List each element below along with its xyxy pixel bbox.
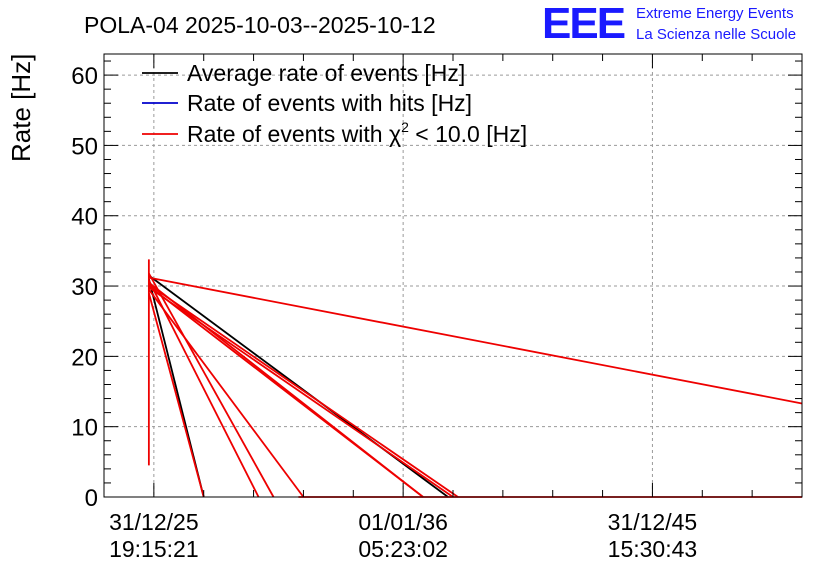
x-tick-label-time: 05:23:02 (358, 536, 448, 562)
y-axis-label: Rate [Hz] (6, 54, 36, 162)
grid-lines (104, 54, 802, 497)
series-2-segment (148, 283, 459, 498)
series-2-segment (148, 292, 205, 498)
y-tick-label: 30 (71, 274, 98, 301)
y-tick-label: 20 (71, 344, 98, 371)
series-2-segment (148, 280, 260, 498)
x-tick-label-time: 19:15:21 (109, 536, 199, 562)
x-tick-label-date: 01/01/36 (358, 509, 448, 535)
y-tick-label: 10 (71, 415, 98, 442)
eee-logo: EEE Extreme Energy Events La Scienza nel… (542, 0, 796, 48)
series-2-segment (148, 285, 424, 498)
y-tick-label: 40 (71, 204, 98, 231)
x-tick-label-time: 15:30:43 (608, 536, 698, 562)
y-tick-label: 60 (71, 63, 98, 90)
series-2-segment (148, 289, 305, 498)
x-tick-label-date: 31/12/25 (109, 509, 199, 535)
series-2-segment (148, 276, 803, 405)
legend: Average rate of events [Hz] Rate of event… (142, 60, 527, 147)
series-2-segment (148, 272, 275, 498)
eee-logo-mark: EEE (542, 0, 625, 48)
legend-label-1: Rate of events with hits [Hz] (187, 90, 472, 116)
legend-label-2: Rate of events with χ2 < 10.0 [Hz] (187, 119, 527, 147)
legend-label-0: Average rate of events [Hz] (187, 60, 465, 86)
series-layer (147, 259, 803, 498)
series-2-segment (148, 286, 454, 498)
x-tick-label-date: 31/12/45 (608, 509, 698, 535)
chart-title: POLA-04 2025-10-03--2025-10-12 (84, 12, 436, 38)
y-tick-label: 0 (85, 485, 98, 512)
eee-logo-line2: La Scienza nelle Scuole (636, 26, 796, 43)
y-tick-label: 50 (71, 133, 98, 160)
eee-logo-line1: Extreme Energy Events (636, 5, 794, 22)
